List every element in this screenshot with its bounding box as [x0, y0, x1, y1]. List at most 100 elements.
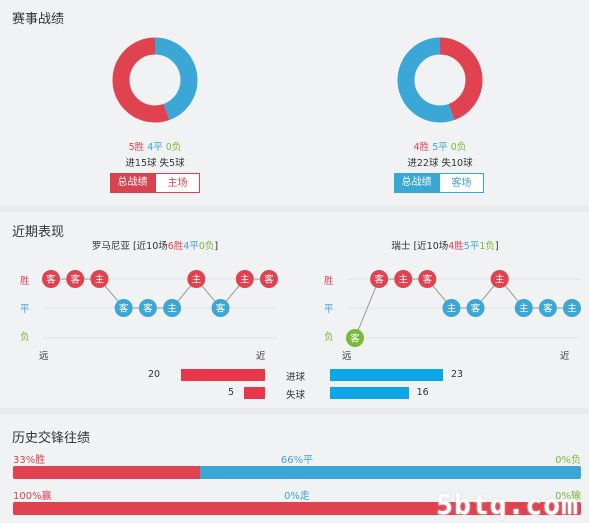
history-row1-right: 0%负	[555, 455, 581, 466]
right-tab-away[interactable]: 客场	[439, 173, 484, 193]
right-recent-heading: 瑞士 [近10场4胜5平1负]	[330, 238, 560, 252]
left-match-point	[235, 270, 254, 288]
right-goals: 进22球	[407, 158, 439, 169]
left-tab-all-record[interactable]: 总战绩	[110, 173, 155, 193]
right-match-venue: 客	[350, 333, 360, 345]
right-goals-summary: 进22球 失10球	[380, 155, 500, 169]
right-match-venue: 主	[398, 274, 408, 286]
left-match-venue: 主	[167, 303, 177, 315]
left-match-point	[114, 299, 133, 317]
right-axis-draw: 平	[324, 304, 334, 315]
right-goals-against-bar	[330, 387, 409, 399]
record-panel: 赛事战绩 5胜 4平 0负 进15球 失5球 总战绩 主场 4胜 5平 0负 进…	[0, 0, 589, 206]
left-goals: 进15球	[125, 158, 157, 169]
left-draw-count: 4平	[147, 142, 163, 153]
history-row2-left: 100%赢	[13, 491, 52, 502]
right-recent-suffix: ]	[494, 241, 499, 252]
left-conceded: 失5球	[159, 158, 185, 169]
left-match-point	[187, 270, 206, 288]
right-match-point	[563, 299, 581, 317]
right-match-point	[490, 270, 509, 288]
conceded-label: 失球	[286, 390, 306, 401]
left-match-venue: 主	[240, 274, 250, 286]
left-team-name: 罗马尼亚	[91, 241, 130, 252]
left-recent-prefix: [近10场	[132, 241, 168, 252]
history-section-title: 历史交锋往绩	[12, 431, 91, 446]
right-match-venue: 主	[447, 303, 457, 315]
right-record-donut	[397, 37, 483, 123]
right-match-point	[466, 299, 485, 317]
left-match-point	[66, 270, 85, 288]
right-recent-win: 4胜	[448, 241, 464, 252]
left-goals-against-bar	[244, 387, 265, 399]
left-match-venue: 客	[143, 303, 153, 315]
record-section-title: 赛事战绩	[12, 12, 65, 27]
left-loss-count: 0负	[165, 142, 182, 153]
history-row2-mid: 0%走	[284, 491, 310, 502]
right-recent-prefix: [近10场	[413, 241, 449, 252]
left-match-venue: 主	[95, 274, 105, 286]
left-recent-heading: 罗马尼亚 [近10场6胜4平0负]	[40, 238, 270, 252]
right-match-point	[418, 270, 437, 288]
right-match-venue: 客	[423, 274, 433, 286]
left-form-line	[51, 278, 269, 309]
left-match-point	[260, 270, 278, 288]
left-form-chart: 客客主客客主主客主客	[42, 270, 278, 339]
right-donut-draw-slice	[397, 37, 483, 123]
right-win-count: 4胜	[413, 142, 430, 153]
right-form-chart: 客客主客主 客主主客主	[346, 270, 581, 347]
right-axis-near: 近	[560, 351, 570, 362]
right-match-point	[538, 299, 557, 317]
history-row1-mid: 66%平	[280, 455, 314, 466]
left-goals-for-bar	[181, 369, 265, 381]
right-record-summary: 4胜 5平 0负	[380, 139, 500, 153]
left-axis-far: 远	[39, 351, 49, 362]
right-form-line	[354, 278, 572, 339]
left-axis-loss: 负	[20, 332, 30, 343]
right-match-venue: 客	[471, 303, 481, 315]
left-goals-for-number: 20	[148, 369, 161, 380]
history-panel: 历史交锋往绩 33%胜 66%平 0%负 100%赢 0%走 0%输 5btq.…	[0, 414, 589, 523]
right-tab-all-record[interactable]: 总战绩	[394, 173, 439, 193]
left-donut-win-slice	[112, 37, 198, 123]
left-match-venue: 客	[70, 274, 80, 286]
left-recent-suffix: ]	[214, 241, 219, 252]
left-recent-loss: 0负	[198, 241, 215, 252]
right-recent-draw: 5平	[463, 241, 480, 252]
left-match-point	[211, 299, 230, 317]
left-match-venue: 客	[216, 303, 226, 315]
left-goals-against-number: 5	[228, 387, 235, 398]
left-win-count: 5胜	[128, 142, 145, 153]
site-watermark: 5btq.com	[436, 488, 579, 521]
history-row2-right: 0%输	[555, 491, 581, 502]
history-row1-win-segment	[13, 466, 201, 479]
left-match-venue: 客	[46, 274, 56, 286]
left-match-venue: 客	[264, 274, 274, 286]
left-match-venue: 客	[119, 303, 129, 315]
right-match-point	[442, 299, 461, 317]
right-draw-count: 5平	[432, 142, 448, 153]
left-record-summary: 5胜 4平 0负	[95, 139, 215, 153]
recent-panel: 近期表现 罗马尼亚 [近10场6胜4平0负] 瑞士 [近10场4胜5平1负] 胜…	[0, 212, 589, 408]
recent-section-title: 近期表现	[12, 225, 65, 240]
left-match-point	[163, 299, 182, 317]
right-match-venue: 客	[374, 274, 384, 286]
right-match-venue: 主	[495, 274, 505, 286]
left-tab-home[interactable]: 主场	[155, 173, 200, 193]
left-match-point	[42, 270, 60, 288]
history-row1-bar	[13, 466, 581, 479]
history-row1-left: 33%胜	[13, 455, 46, 466]
right-match-venue: 主	[567, 303, 577, 315]
right-axis-loss: 负	[324, 332, 334, 343]
right-goals-for-bar	[330, 369, 443, 381]
left-axis-draw: 平	[20, 304, 30, 315]
right-match-point	[394, 270, 413, 288]
right-team-name: 瑞士	[391, 241, 411, 252]
right-match-point	[370, 270, 389, 288]
left-match-venue: 主	[192, 274, 202, 286]
right-axis-far: 远	[342, 351, 352, 362]
right-match-venue: 客	[543, 303, 553, 315]
left-recent-win: 6胜	[167, 241, 184, 252]
right-loss-count: 0负	[450, 142, 467, 153]
history-row2-bar	[13, 502, 581, 515]
